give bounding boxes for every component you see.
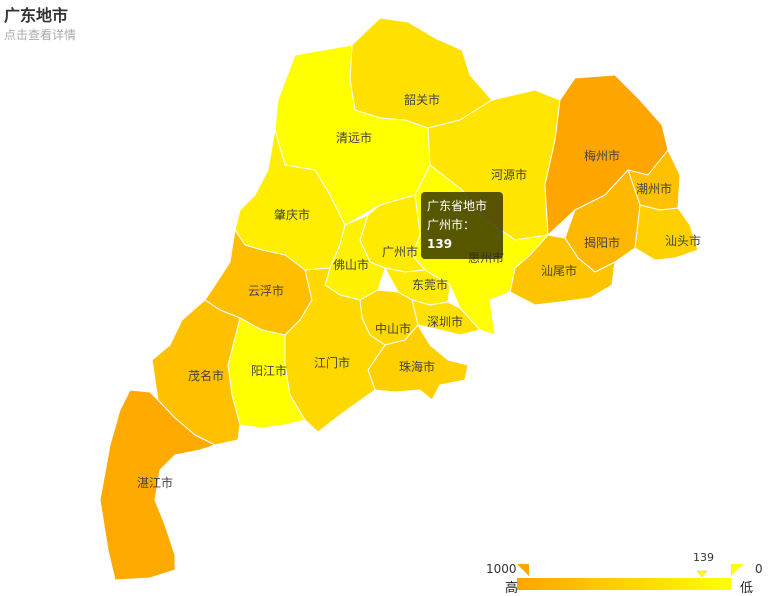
label-shaoguan: 韶关市 xyxy=(404,92,440,107)
legend-handle-high[interactable] xyxy=(517,564,529,576)
label-maoming: 茂名市 xyxy=(188,368,224,383)
label-zhuhai: 珠海市 xyxy=(399,359,435,374)
label-shanwei: 汕尾市 xyxy=(541,263,577,278)
tooltip-row: 广州市： 139 xyxy=(427,216,497,254)
region-shantou[interactable] xyxy=(634,204,699,261)
label-zhongshan: 中山市 xyxy=(375,321,411,336)
label-foshan: 佛山市 xyxy=(333,257,369,272)
label-chaozhou: 潮州市 xyxy=(636,181,672,196)
legend-low-label: 低 xyxy=(740,581,754,596)
label-jieyang: 揭阳市 xyxy=(584,235,620,250)
region-shenzhen[interactable] xyxy=(411,299,481,336)
label-zhaoqing: 肇庆市 xyxy=(274,207,310,222)
legend-min-value: 0 xyxy=(755,562,763,576)
region-tooltip: 广东省地市 广州市： 139 xyxy=(421,192,503,259)
label-shenzhen: 深圳市 xyxy=(427,314,463,329)
label-heyuan: 河源市 xyxy=(491,167,527,182)
legend-current-marker xyxy=(696,570,708,578)
label-jiangmen: 江门市 xyxy=(314,355,350,370)
legend-color-bar[interactable] xyxy=(517,578,731,590)
tooltip-city: 广州市 xyxy=(427,218,464,232)
label-dongguan: 东莞市 xyxy=(412,277,448,292)
map-title: 广东地市 xyxy=(4,6,69,25)
label-zhanjiang: 湛江市 xyxy=(137,475,173,490)
legend-high-label: 高 xyxy=(505,581,519,596)
legend-handle-low[interactable] xyxy=(731,564,743,576)
label-shantou: 汕头市 xyxy=(665,233,701,248)
label-yunfu: 云浮市 xyxy=(248,283,284,298)
region-zhanjiang[interactable] xyxy=(99,389,216,581)
label-meizhou: 梅州市 xyxy=(584,148,620,163)
label-guangzhou: 广州市 xyxy=(382,244,418,259)
map-subtitle[interactable]: 点击查看详情 xyxy=(4,28,77,42)
label-qingyuan: 清远市 xyxy=(336,130,372,145)
legend-max-value: 1000 xyxy=(486,562,517,576)
tooltip-separator: ： xyxy=(463,218,476,232)
tooltip-header: 广东省地市 xyxy=(427,199,488,213)
legend-current-value: 139 xyxy=(693,551,714,564)
region-zhuhai[interactable] xyxy=(367,324,469,401)
label-yangjiang: 阳江市 xyxy=(251,363,287,378)
tooltip-value: 139 xyxy=(427,237,453,251)
